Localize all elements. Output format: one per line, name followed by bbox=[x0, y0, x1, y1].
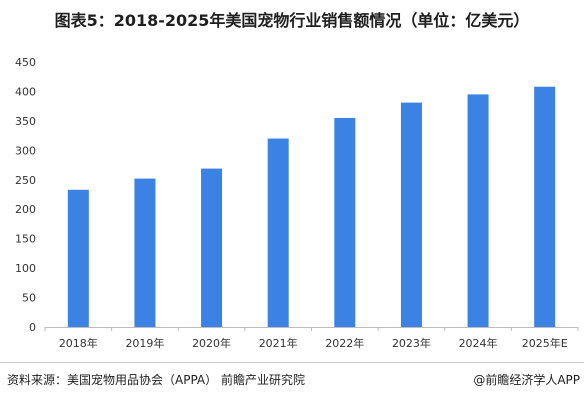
bars bbox=[67, 86, 556, 327]
credit-note: @前瞻经济学人APP bbox=[473, 373, 580, 387]
bar bbox=[467, 94, 489, 327]
y-tick-label: 200 bbox=[15, 203, 36, 216]
x-axis: 2018年 2019年 2020年 2021年 2022年 2023年 2024年 2025年… bbox=[44, 327, 579, 350]
bar bbox=[134, 178, 156, 327]
y-tick-label: 450 bbox=[15, 56, 36, 69]
y-tick-label: 250 bbox=[15, 174, 36, 187]
bar bbox=[534, 86, 556, 327]
y-tick-label: 350 bbox=[15, 115, 36, 128]
x-tick-label: 2025年E bbox=[522, 336, 568, 350]
y-tick-label: 300 bbox=[15, 144, 36, 157]
y-tick-label: 0 bbox=[29, 321, 36, 334]
bar bbox=[67, 189, 89, 327]
y-axis: 0 50 100 150 200 250 300 350 400 450 bbox=[15, 56, 36, 334]
footer-divider bbox=[0, 362, 584, 363]
bar bbox=[267, 138, 289, 327]
source-note: 资料来源：美国宠物用品协会（APPA） 前瞻产业研究院 bbox=[7, 373, 305, 387]
x-tick-label: 2021年 bbox=[259, 336, 298, 350]
x-tick-label: 2022年 bbox=[325, 336, 364, 350]
y-tick-label: 50 bbox=[22, 292, 36, 305]
bar bbox=[334, 117, 356, 327]
bar bbox=[201, 168, 223, 327]
chart-title: 图表5：2018-2025年美国宠物行业销售额情况（单位：亿美元） bbox=[54, 11, 530, 30]
bar bbox=[400, 102, 422, 327]
x-tick-label: 2018年 bbox=[59, 336, 98, 350]
x-tick-label: 2020年 bbox=[192, 336, 231, 350]
x-tick-label: 2023年 bbox=[392, 336, 431, 350]
y-tick-label: 150 bbox=[15, 233, 36, 246]
x-tick-label: 2024年 bbox=[459, 336, 498, 350]
x-tick-label: 2019年 bbox=[125, 336, 164, 350]
y-tick-label: 100 bbox=[15, 262, 36, 275]
y-tick-label: 400 bbox=[15, 85, 36, 98]
